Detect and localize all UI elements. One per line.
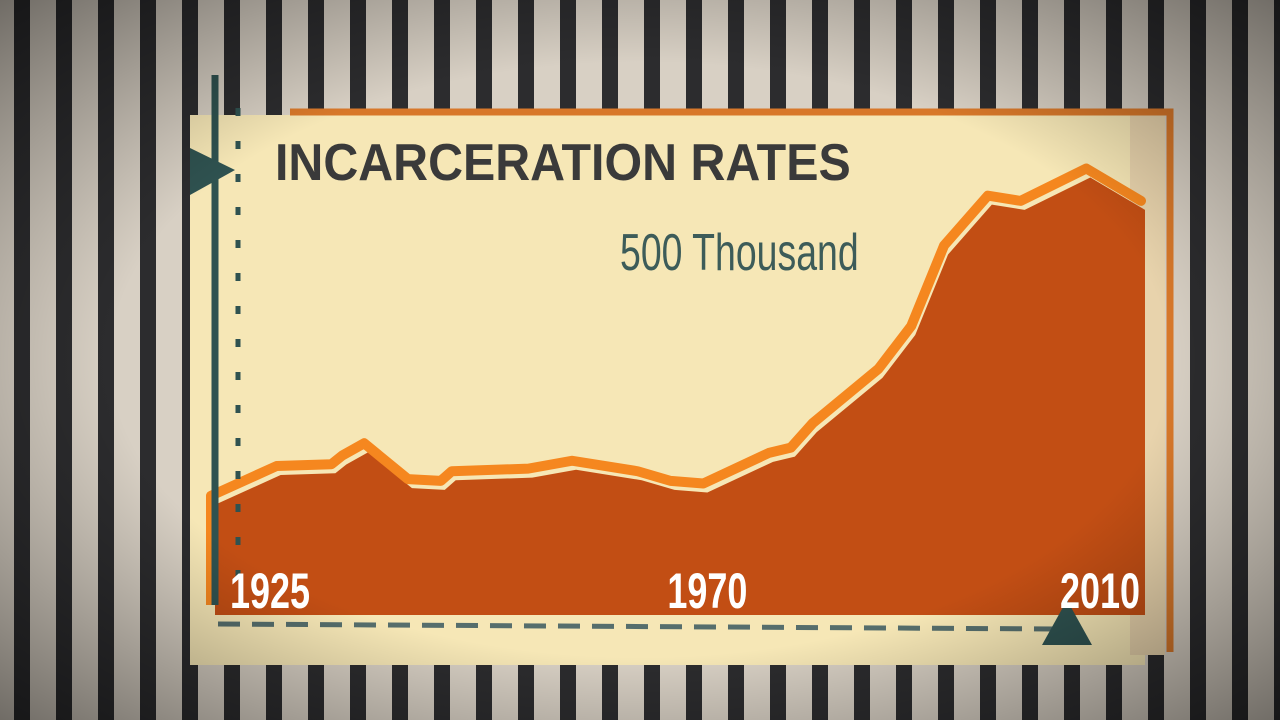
chart-title: INCARCERATION RATES xyxy=(275,133,851,191)
x-tick-label: 1925 xyxy=(230,564,310,619)
annotation: 500 Thousand xyxy=(620,223,859,282)
x-tick-label: 2010 xyxy=(1060,564,1140,619)
x-tick-label: 1970 xyxy=(667,564,747,619)
